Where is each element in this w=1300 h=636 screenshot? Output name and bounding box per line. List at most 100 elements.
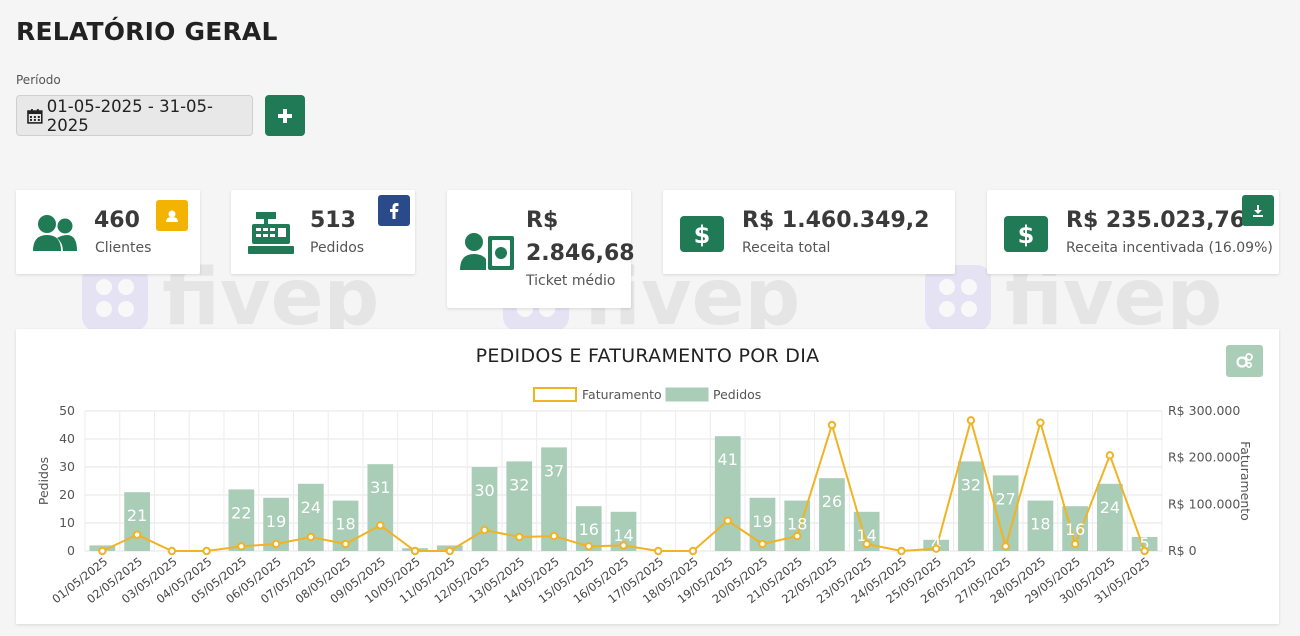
date-range-picker[interactable]: 01-05-2025 - 31-05-2025	[16, 95, 253, 136]
bar-data-label: 26	[822, 492, 842, 511]
bar-data-label: 14	[857, 526, 877, 545]
cash-register-icon	[248, 212, 294, 254]
y2-tick-label: R$ 0	[1168, 543, 1197, 558]
svg-text:$: $	[694, 221, 711, 249]
point-faturamento	[1036, 418, 1045, 427]
date-range-value: 01-05-2025 - 31-05-2025	[46, 96, 213, 135]
receita-total-label: Receita total	[742, 240, 831, 256]
ticket-value-amount: 2.846,68	[526, 241, 635, 266]
bar-data-label: 41	[718, 450, 738, 469]
user-icon	[166, 210, 178, 222]
ticket-label: Ticket médio	[526, 273, 616, 289]
bar-data-label: 30	[474, 481, 494, 500]
watermark-logo-icon	[925, 265, 991, 331]
point-faturamento	[410, 546, 420, 556]
bar-pedidos	[958, 461, 984, 551]
page-title: RELATÓRIO GERAL	[16, 17, 278, 46]
point-faturamento	[1105, 451, 1115, 460]
point-faturamento	[515, 532, 524, 542]
bar-data-label: 18	[787, 515, 807, 534]
bar-pedidos	[819, 478, 845, 551]
bar-pedidos	[228, 489, 255, 551]
y2-tick-label: R$ 100.000	[1168, 496, 1240, 511]
point-faturamento	[584, 542, 593, 551]
y2-axis-title: Faturamento	[1238, 441, 1253, 521]
bar-data-label: 4	[931, 534, 941, 553]
point-faturamento	[480, 525, 489, 535]
receita-incentivada-value: R$ 235.023,76	[1066, 208, 1246, 233]
point-faturamento	[237, 542, 246, 551]
point-faturamento	[271, 539, 281, 549]
bar-data-label: 19	[752, 512, 772, 531]
chart-settings-button[interactable]	[1226, 345, 1263, 377]
legend-label-faturamento: Faturamento	[582, 387, 662, 402]
add-button[interactable]	[265, 95, 305, 136]
bar-pedidos	[367, 464, 394, 551]
chart-title: PEDIDOS E FATURAMENTO POR DIA	[475, 345, 820, 367]
point-faturamento	[897, 546, 906, 556]
bar-data-label: 19	[266, 512, 286, 531]
gears-icon	[1235, 353, 1253, 369]
clientes-badge[interactable]	[156, 200, 188, 231]
download-icon	[1253, 204, 1263, 217]
bar-pedidos	[1027, 500, 1054, 551]
bar-pedidos	[471, 467, 498, 551]
facebook-icon	[390, 202, 399, 219]
bar-pedidos	[1097, 483, 1123, 551]
point-faturamento	[758, 539, 767, 549]
watermark-logo-icon	[82, 265, 148, 331]
svg-text:$: $	[1018, 221, 1035, 249]
period-label: Período	[16, 73, 61, 87]
point-faturamento	[931, 544, 941, 553]
point-faturamento	[1070, 539, 1080, 549]
bar-data-label: 22	[231, 503, 251, 522]
dollar-sign-icon: $	[1004, 216, 1048, 252]
legend-swatch-pedidos	[665, 387, 709, 402]
clientes-label: Clientes	[95, 240, 152, 256]
point-faturamento	[1001, 542, 1010, 551]
bar-data-label: 24	[301, 498, 321, 517]
point-faturamento	[445, 546, 454, 556]
clientes-value: 460	[94, 208, 140, 233]
point-faturamento	[619, 541, 628, 550]
pedidos-label: Pedidos	[310, 240, 365, 256]
bar-data-label: 32	[509, 475, 529, 494]
receita-total-value: R$ 1.460.349,2	[742, 208, 930, 233]
card-receita-total: $ R$ 1.460.349,2 Receita total	[663, 190, 955, 274]
point-faturamento	[132, 530, 142, 539]
plus-icon	[278, 108, 292, 123]
download-button[interactable]	[1242, 195, 1274, 226]
chart-panel: PEDIDOS E FATURAMENTO POR DIA Faturament…	[16, 329, 1279, 624]
point-faturamento	[688, 546, 698, 556]
y-tick-label: 40	[59, 431, 75, 446]
point-faturamento	[654, 546, 663, 556]
point-faturamento	[202, 546, 211, 556]
point-faturamento	[1140, 546, 1149, 556]
facebook-badge[interactable]	[378, 195, 410, 226]
card-pedidos: 513 Pedidos	[231, 190, 415, 274]
legend-label-pedidos: Pedidos	[713, 387, 761, 402]
y2-tick-label: R$ 300.000	[1168, 403, 1240, 418]
receita-incentivada-label: Receita incentivada (16.09%)	[1066, 240, 1273, 256]
y-tick-label: 50	[59, 403, 75, 418]
bar-data-label: 18	[1030, 515, 1050, 534]
point-faturamento	[827, 420, 837, 430]
card-ticket-medio: R$ 2.846,68 Ticket médio	[447, 190, 635, 308]
point-faturamento	[341, 539, 350, 549]
bar-data-label: 37	[544, 461, 564, 480]
bar-data-label: 14	[613, 526, 633, 545]
point-faturamento	[966, 416, 976, 425]
point-faturamento	[98, 546, 107, 556]
users-icon	[33, 215, 77, 251]
bar-data-label: 24	[1100, 498, 1120, 517]
point-faturamento	[549, 531, 559, 541]
ticket-value-currency: R$	[526, 208, 559, 233]
user-money-icon	[460, 233, 514, 270]
y-tick-label: 30	[59, 459, 75, 474]
point-faturamento	[862, 539, 871, 549]
legend-swatch-faturamento	[533, 387, 577, 402]
bar-pedidos	[1131, 537, 1158, 551]
bar-pedidos	[714, 436, 741, 551]
pedidos-value: 513	[310, 208, 356, 233]
card-clientes: 460 Clientes	[16, 190, 200, 274]
